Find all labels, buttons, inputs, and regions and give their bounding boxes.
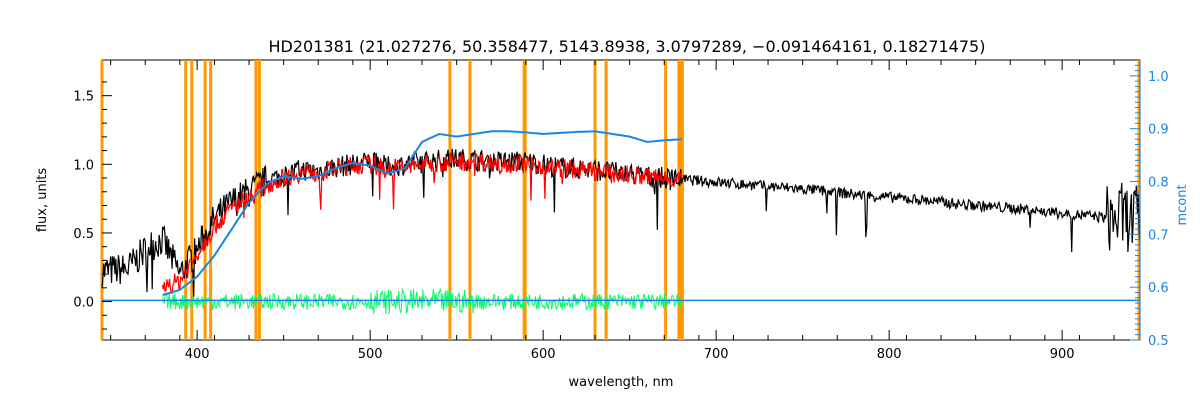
model-spectrum-line <box>162 152 683 295</box>
x-tick-label: 400 <box>185 347 210 362</box>
x-axis-title: wavelength, nm <box>569 375 674 390</box>
y-tick-label: 0.0 <box>73 296 94 311</box>
y2-tick-label: 0.7 <box>1148 228 1169 243</box>
residual-line <box>162 287 683 314</box>
x-tick-label: 800 <box>877 347 902 362</box>
y-tick-label: 0.5 <box>73 227 94 242</box>
y2-tick-label: 0.8 <box>1148 176 1169 191</box>
x-tick-label: 600 <box>531 347 556 362</box>
x-tick-label: 900 <box>1050 347 1075 362</box>
continuum-line <box>162 130 682 297</box>
y2-tick-label: 1.0 <box>1148 70 1169 85</box>
y-axis-title: flux, units <box>35 168 50 233</box>
y-tick-label: 1.5 <box>73 90 94 105</box>
y2-tick-label: 0.6 <box>1148 281 1169 296</box>
chart-title: HD201381 (21.027276, 50.358477, 5143.893… <box>269 37 986 56</box>
y2-axis-title: mcont <box>1175 184 1190 225</box>
x-tick-label: 500 <box>358 347 383 362</box>
y2-tick-label: 0.5 <box>1148 334 1169 349</box>
y2-tick-label: 0.9 <box>1148 123 1169 138</box>
series-group <box>101 130 1141 314</box>
axes: 400 500 600 700 800 900 0.0 0.5 1.0 1.5 0.5 0.6 0.7 0… <box>73 60 1169 362</box>
y-tick-label: 1.0 <box>73 158 94 173</box>
x-tick-label: 700 <box>704 347 729 362</box>
observed-spectrum-line <box>101 148 1141 298</box>
